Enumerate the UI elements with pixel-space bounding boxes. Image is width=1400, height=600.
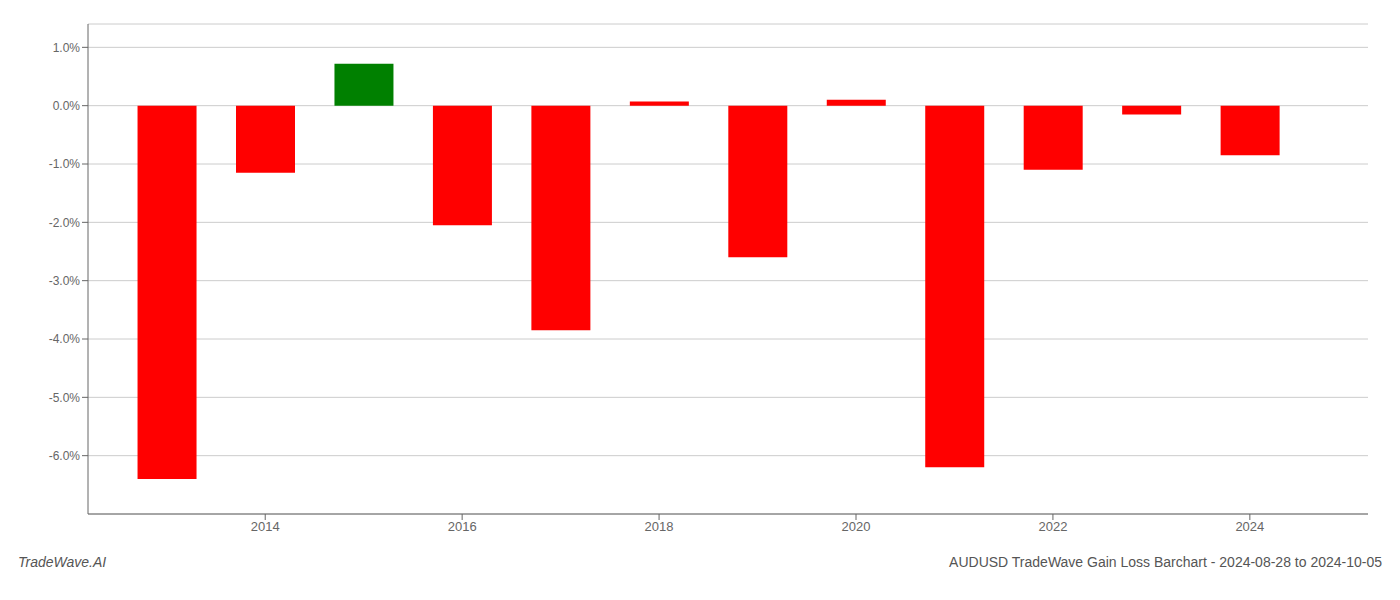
svg-text:-6.0%: -6.0%	[49, 449, 81, 463]
html-text:TradeWave.AI: TradeWave.AI	[18, 554, 107, 570]
svg-text:2018: 2018	[645, 519, 674, 534]
svg-text:-3.0%: -3.0%	[49, 274, 81, 288]
svg-text:2016: 2016	[448, 519, 477, 534]
svg-text:1.0%: 1.0%	[53, 41, 81, 55]
svg-text:2020: 2020	[842, 519, 871, 534]
svg-text:-1.0%: -1.0%	[49, 157, 81, 171]
svg-text:-5.0%: -5.0%	[49, 391, 81, 405]
svg-text:0.0%: 0.0%	[53, 99, 81, 113]
svg-text:2022: 2022	[1038, 519, 1067, 534]
svg-text:-4.0%: -4.0%	[49, 332, 81, 346]
html-text:AUDUSD TradeWave Gain Loss Bar: AUDUSD TradeWave Gain Loss Barchart - 20…	[949, 554, 1382, 570]
svg-text:2024: 2024	[1235, 519, 1264, 534]
svg-text:-2.0%: -2.0%	[49, 216, 81, 230]
svg-text:2014: 2014	[251, 519, 280, 534]
